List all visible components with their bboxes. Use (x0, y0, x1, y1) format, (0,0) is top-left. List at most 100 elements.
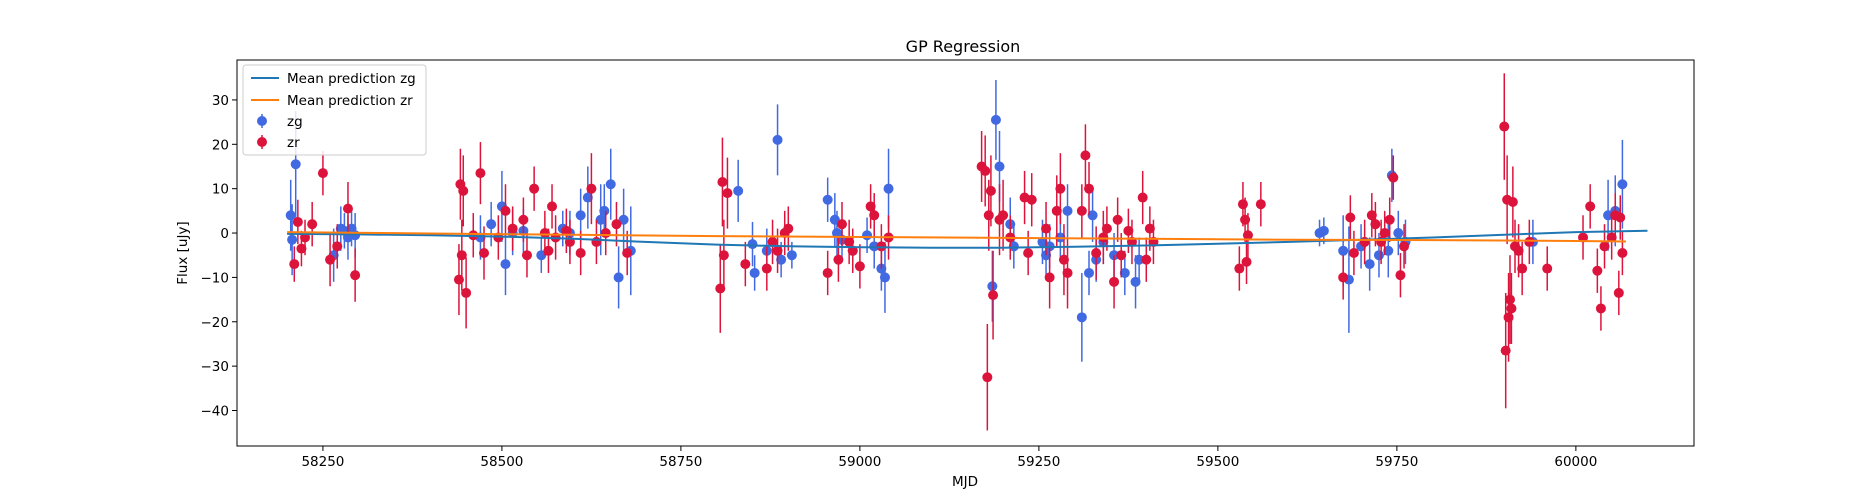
data-point (292, 216, 303, 227)
x-tick-label: 58250 (301, 454, 344, 470)
data-point (747, 239, 758, 250)
data-point (998, 210, 1009, 221)
x-tick-label: 59500 (1196, 454, 1239, 470)
y-tick-label: −20 (201, 315, 230, 331)
data-point (332, 241, 343, 252)
data-point (833, 254, 844, 265)
x-axis-label: MJD (952, 474, 978, 490)
data-point (325, 254, 336, 265)
legend-label-zr-line: Mean prediction zr (287, 93, 413, 109)
data-point (586, 183, 597, 194)
data-point (599, 205, 610, 216)
data-point (1130, 276, 1141, 287)
data-point (1595, 303, 1606, 314)
data-point (600, 228, 611, 239)
y-tick-label: 10 (212, 182, 229, 198)
data-point (1359, 236, 1370, 247)
data-point (1101, 223, 1112, 234)
data-point (1504, 294, 1515, 305)
data-point (613, 272, 624, 283)
data-point (486, 219, 497, 230)
data-point (1062, 267, 1073, 278)
data-point (1603, 210, 1614, 221)
data-point (822, 267, 833, 278)
data-point (1615, 212, 1626, 223)
x-tick-label: 58500 (480, 454, 523, 470)
data-point (1255, 199, 1266, 210)
data-point (290, 159, 301, 170)
data-point (740, 259, 751, 270)
legend-label-zr-points: zr (287, 135, 300, 151)
data-point (289, 259, 300, 270)
legend-box (242, 64, 427, 156)
data-point (529, 183, 540, 194)
data-point (1345, 212, 1356, 223)
data-point (865, 201, 876, 212)
y-axis-label: Flux [uJy] (175, 221, 191, 284)
data-point (475, 168, 486, 179)
data-point (287, 234, 298, 245)
data-point (1084, 183, 1095, 194)
data-point (611, 219, 622, 230)
x-tick-label: 59750 (1375, 454, 1418, 470)
data-point (1379, 228, 1390, 239)
data-point (1242, 230, 1253, 241)
data-point (1109, 276, 1120, 287)
data-point (618, 214, 629, 225)
data-point (1513, 245, 1524, 256)
data-point (1338, 245, 1349, 256)
data-point (1542, 263, 1553, 274)
data-point (575, 248, 586, 258)
data-point (1144, 223, 1155, 234)
data-point (1137, 192, 1148, 203)
data-point (1338, 272, 1349, 283)
legend: Mean prediction zg Mean prediction zr zg… (242, 64, 427, 156)
data-point (518, 214, 529, 225)
data-point (1388, 172, 1399, 183)
data-point (854, 261, 865, 272)
data-point (1364, 259, 1375, 270)
points-layer (285, 73, 1628, 431)
data-point (715, 283, 726, 294)
data-point (1399, 241, 1410, 252)
data-point (307, 219, 318, 230)
data-point (536, 250, 547, 261)
data-point (1041, 223, 1052, 234)
y-tick-label: 20 (212, 137, 229, 153)
data-point (1112, 214, 1123, 225)
legend-marker-zr (257, 137, 267, 147)
data-point (1076, 312, 1087, 323)
data-point (772, 134, 783, 145)
data-point (521, 250, 532, 261)
chart-title: GP Regression (906, 37, 1021, 56)
data-point (595, 214, 606, 225)
data-point (1026, 194, 1037, 205)
data-point (1393, 228, 1404, 239)
data-point (1084, 267, 1095, 278)
data-point (1613, 287, 1624, 298)
x-tick-label: 59250 (1017, 454, 1060, 470)
data-point (718, 250, 729, 261)
data-point (1592, 265, 1603, 276)
data-point (1098, 232, 1109, 243)
data-point (1507, 196, 1518, 207)
plot-background (237, 60, 1694, 446)
data-point (296, 243, 307, 254)
data-point (783, 223, 794, 234)
series-line-mean-prediction-zg (287, 229, 1648, 249)
y-tick-label: −30 (201, 359, 230, 375)
data-point (786, 250, 797, 261)
series-line-mean-prediction-zr (287, 231, 1627, 243)
data-point (543, 245, 554, 256)
data-point (1578, 232, 1589, 243)
series-zr-points (289, 73, 1628, 431)
data-point (1058, 254, 1069, 265)
data-point (1506, 303, 1517, 314)
data-point (980, 165, 991, 176)
data-point (988, 290, 999, 301)
data-point (317, 168, 328, 179)
data-point (1116, 250, 1127, 261)
data-point (1055, 183, 1066, 194)
data-point (990, 114, 1001, 125)
data-point (1062, 205, 1073, 216)
